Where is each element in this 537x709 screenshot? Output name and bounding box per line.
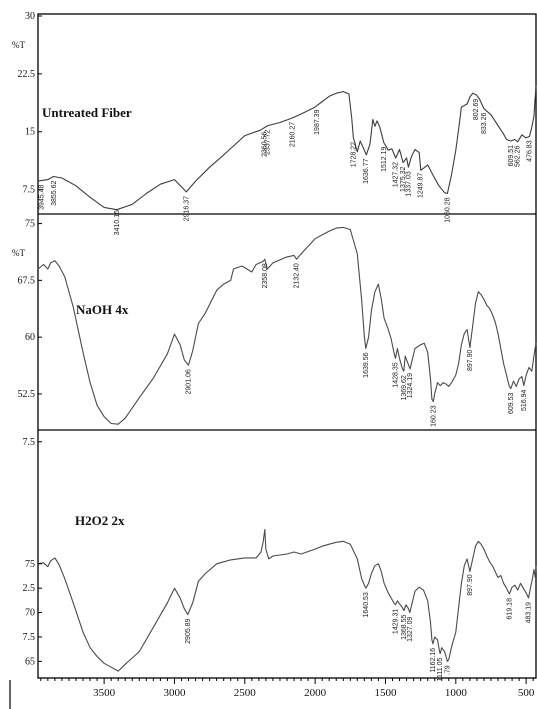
spectrum-panel: 75 67.5 60 52.5 %T NaOH 4x 2358.08 2132.40 2901.… (12, 219, 537, 427)
peak-label: .79 (444, 665, 451, 675)
panel-label: Untreated Fiber (42, 105, 132, 120)
peak-label: 609.53 (508, 393, 515, 415)
y-tick-label: 75 (25, 559, 35, 570)
x-tick-label: 3000 (163, 687, 186, 699)
peak-label: 1327.09 (407, 616, 414, 641)
y-tick-label: 2.5 (23, 583, 36, 594)
spectrum-line (37, 529, 537, 672)
peak-label: 516.94 (521, 390, 528, 412)
peak-label: 833.26 (481, 113, 488, 135)
peak-label: 1987.39 (314, 109, 321, 134)
y-unit-label: %T (12, 40, 25, 50)
x-tick-label: 1000 (445, 687, 468, 699)
peak-label: 1111.05 (437, 657, 444, 681)
peak-label: 619.18 (506, 598, 513, 620)
peak-label: 1368.55 (401, 615, 408, 640)
x-tick-label: 1500 (374, 687, 397, 699)
peak-label: 2360.56 (261, 132, 268, 157)
spectra-panels: 30 22.5 15 7.5 %T Untreated Fiber 3945.48 3855.… (12, 11, 537, 681)
peak-label: 2358.08 (262, 263, 269, 288)
peak-label: 3945.48 (39, 184, 46, 209)
peak-label: 2160.27 (290, 122, 297, 147)
peak-label: 802.69 (473, 99, 480, 121)
y-tick-label: 7.5 (23, 185, 36, 196)
peak-label: 1324.19 (407, 373, 414, 398)
peak-label: 1427.32 (393, 162, 400, 187)
y-tick-label: 70 (25, 608, 35, 619)
panel-label: H2O2 2x (75, 513, 125, 528)
peak-label: 483.19 (526, 602, 533, 624)
spectrum-line (37, 226, 537, 425)
peak-label: 1369.62 (401, 375, 408, 400)
peak-label: 609.51 (508, 145, 515, 167)
peak-label: 160.23 (430, 405, 437, 427)
peak-label: 476.83 (527, 140, 534, 162)
spectrum-line (37, 85, 537, 211)
peak-label: 1162.16 (430, 648, 437, 673)
peak-label: 1375.32 (400, 167, 407, 192)
y-tick-label: 75 (25, 219, 35, 230)
y-tick-label: 52.5 (18, 389, 36, 400)
y-tick-label: 67.5 (18, 275, 36, 286)
peak-label: 1337.03 (405, 171, 412, 196)
peak-label: 2916.37 (183, 196, 190, 221)
x-tick-label: 2000 (304, 687, 327, 699)
peak-label: 1249.87 (418, 173, 425, 198)
peak-label: 1512.19 (381, 146, 388, 171)
panel-label: NaOH 4x (76, 302, 129, 317)
y-tick-label: 22.5 (18, 69, 36, 80)
peak-label: 2132.40 (294, 263, 301, 288)
peak-label: 2905.89 (185, 618, 192, 643)
peak-label: 1636.77 (363, 158, 370, 183)
peak-label: 3410.15 (114, 210, 121, 235)
peak-label: 1060.28 (444, 197, 451, 222)
y-tick-label: 65 (25, 656, 35, 667)
x-tick-label: 2500 (234, 687, 257, 699)
peak-label: 1429.31 (392, 609, 399, 634)
peak-label: 1640.53 (363, 592, 370, 617)
spectrum-panel: 30 22.5 15 7.5 %T Untreated Fiber 3945.48 3855.… (12, 11, 537, 235)
peak-label: 3855.62 (51, 181, 58, 206)
x-axis: 3500 3000 2500 2000 1500 1000 500 (40, 678, 535, 699)
peak-label: 2901.06 (185, 369, 192, 394)
peak-label: 1728.22 (350, 142, 357, 167)
y-tick-label: 15 (25, 127, 35, 138)
spectrum-panel: 7.5 75 2.5 70 7.5 65 H2O2 2x 2905.89 1640.53 1429… (23, 437, 537, 681)
y-tick-label: 7.5 (23, 437, 36, 448)
y-tick-label: 7.5 (23, 632, 36, 643)
y-tick-label: 60 (25, 332, 35, 343)
peak-label: 2337.72 (265, 130, 272, 155)
x-tick-label: 3500 (93, 687, 116, 699)
x-tick-label: 500 (518, 687, 535, 699)
y-unit-label: %T (12, 248, 25, 258)
peak-label: 897.90 (467, 349, 474, 371)
peak-label: 1428.35 (392, 362, 399, 387)
peak-label: 897.90 (467, 574, 474, 596)
peak-label: 1639.56 (363, 352, 370, 377)
y-tick-label: 30 (25, 11, 35, 22)
peak-label: 562.26 (514, 145, 521, 167)
